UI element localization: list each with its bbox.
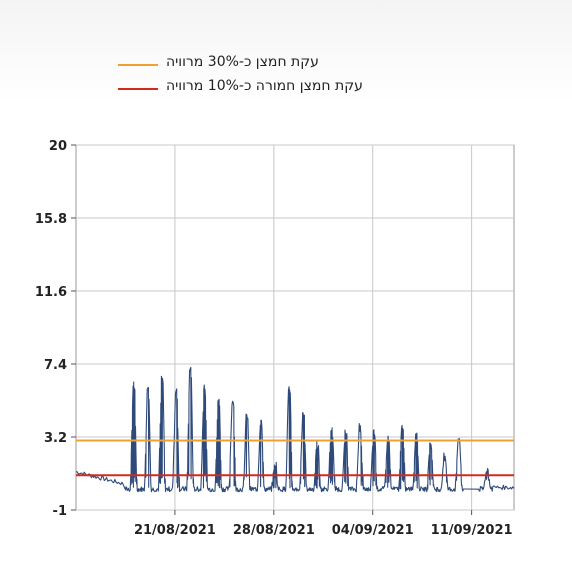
grid-lines	[76, 144, 514, 511]
chart-legend: עקת חמצן כ-30% מרוויה עקת חמצן חמורה כ-1…	[118, 52, 438, 100]
y-axis-ticks: 20 15.8 11.6 7.4 3.2 -1	[35, 139, 76, 519]
x-axis-ticks: 21/08/2021 28/08/2021 04/09/2021 11/09/2021	[134, 510, 513, 538]
plot-area	[75, 144, 515, 511]
reference-lines	[76, 439, 514, 477]
y-tick-label: 20	[49, 139, 67, 154]
plot-frame	[75, 144, 515, 511]
y-tick-label: 7.4	[44, 358, 67, 373]
legend-label-oxygen-stress-10: עקת חמצן חמורה כ-10% מרוויה	[166, 78, 363, 94]
x-tick-label: 04/09/2021	[332, 523, 414, 538]
y-tick-label: 15.8	[35, 212, 67, 227]
x-tick-label: 11/09/2021	[431, 523, 513, 538]
legend-item-oxygen-stress-10: עקת חמצן חמורה כ-10% מרוויה	[118, 76, 438, 100]
legend-swatch-red	[118, 88, 158, 90]
series-layer	[76, 366, 515, 493]
x-tick-label: 21/08/2021	[134, 523, 216, 538]
y-tick-label: -1	[53, 504, 67, 519]
legend-swatch-orange	[118, 64, 158, 66]
y-tick-label: 3.2	[44, 431, 67, 446]
y-tick-label: 11.6	[35, 285, 67, 300]
x-tick-label: 28/08/2021	[233, 523, 315, 538]
legend-item-oxygen-stress-30: עקת חמצן כ-30% מרוויה	[118, 52, 438, 76]
legend-label-oxygen-stress-30: עקת חמצן כ-30% מרוויה	[166, 54, 319, 70]
series-line-0	[76, 366, 515, 493]
